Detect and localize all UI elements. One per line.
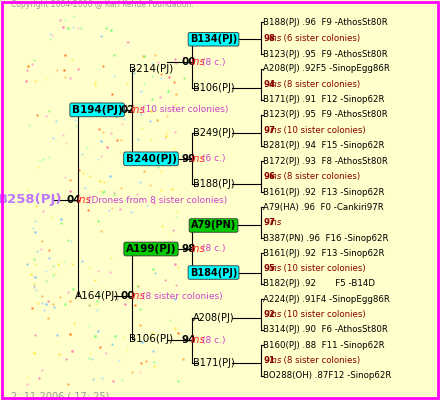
Text: (Drones from 8 sister colonies): (Drones from 8 sister colonies) [88,196,227,204]
Text: B214(PJ): B214(PJ) [129,64,173,74]
Text: B161(PJ) .92  F13 -Sinop62R: B161(PJ) .92 F13 -Sinop62R [263,188,385,197]
Text: A199(PJ): A199(PJ) [126,244,176,254]
Text: B106(PJ): B106(PJ) [193,83,235,93]
Text: B160(PJ) .88  F11 -Sinop62R: B160(PJ) .88 F11 -Sinop62R [263,340,385,350]
Text: 96: 96 [263,172,275,181]
Text: (8 sister colonies): (8 sister colonies) [278,356,360,365]
Text: B161(PJ) .92  F13 -Sinop62R: B161(PJ) .92 F13 -Sinop62R [263,249,385,258]
Text: 2- 11-2006 ( 17: 25): 2- 11-2006 ( 17: 25) [11,391,109,400]
Text: (8 sister colonies): (8 sister colonies) [278,172,360,181]
Text: (10 sister colonies): (10 sister colonies) [278,126,365,135]
Text: ins: ins [270,80,282,89]
Text: 02: 02 [121,105,136,115]
Text: 00: 00 [181,57,196,67]
Text: (8 c.): (8 c.) [202,244,225,254]
Text: (8 c.): (8 c.) [202,58,225,66]
Text: B172(PJ) .93  F8 -AthosSt80R: B172(PJ) .93 F8 -AthosSt80R [263,157,388,166]
Text: B281(PJ) .94  F15 -Sinop62R: B281(PJ) .94 F15 -Sinop62R [263,142,385,150]
Text: B134(PJ): B134(PJ) [190,34,237,44]
Text: B123(PJ) .95  F9 -AthosSt80R: B123(PJ) .95 F9 -AthosSt80R [263,50,388,59]
Text: B387(PN) .96  F16 -Sinop62R: B387(PN) .96 F16 -Sinop62R [263,234,389,242]
Text: B194(PJ): B194(PJ) [72,105,122,115]
Text: B188(PJ) .96  F9 -AthosSt80R: B188(PJ) .96 F9 -AthosSt80R [263,18,388,27]
Text: 91: 91 [263,356,275,365]
Text: ins: ins [130,105,145,115]
Text: ins: ins [191,154,205,164]
Text: A224(PJ) .91F4 -SinopEgg86R: A224(PJ) .91F4 -SinopEgg86R [263,295,390,304]
Text: ins: ins [191,335,205,345]
Text: B182(PJ) .92       F5 -B14D: B182(PJ) .92 F5 -B14D [263,279,375,288]
Text: (6 sister colonies): (6 sister colonies) [278,34,360,43]
Text: ins: ins [270,264,282,273]
Text: ins: ins [270,126,282,135]
Text: B123(PJ) .95  F9 -AthosSt80R: B123(PJ) .95 F9 -AthosSt80R [263,110,388,120]
Text: B249(PJ): B249(PJ) [193,128,235,138]
Text: 97: 97 [263,218,275,227]
Text: Copyright 2004-2006 @ Karl Kehde Foundation.: Copyright 2004-2006 @ Karl Kehde Foundat… [11,0,194,9]
Text: 94: 94 [181,335,196,345]
Text: 97: 97 [263,126,275,135]
Text: (10 sister colonies): (10 sister colonies) [278,310,365,319]
Text: 98: 98 [263,34,275,43]
Text: A164(PJ): A164(PJ) [75,291,119,301]
Text: (8 sister colonies): (8 sister colonies) [142,292,222,300]
Text: 95: 95 [263,264,275,273]
Text: ins: ins [270,356,282,365]
Text: (6 c.): (6 c.) [202,154,225,163]
Text: A79(HA) .96  F0 -Cankiri97R: A79(HA) .96 F0 -Cankiri97R [263,203,384,212]
Text: 04: 04 [67,195,81,205]
Text: 94: 94 [263,80,275,89]
Text: B171(PJ): B171(PJ) [193,358,235,368]
Text: ins: ins [77,195,91,205]
Text: 99: 99 [181,154,195,164]
Text: BO288(OH) .87F12 -Sinop62R: BO288(OH) .87F12 -Sinop62R [263,371,392,380]
Text: ins: ins [191,244,205,254]
Text: A208(PJ): A208(PJ) [193,313,235,322]
Text: ins: ins [270,218,282,227]
Text: 98: 98 [181,244,195,254]
Text: (8 c.): (8 c.) [202,336,225,345]
Text: B106(PJ): B106(PJ) [129,334,173,344]
Text: ins: ins [270,34,282,43]
Text: B240(PJ): B240(PJ) [125,154,176,164]
Text: (10 sister colonies): (10 sister colonies) [278,264,365,273]
Text: A208(PJ) .92F5 -SinopEgg86R: A208(PJ) .92F5 -SinopEgg86R [263,64,390,73]
Text: 92: 92 [263,310,275,319]
Text: (8 sister colonies): (8 sister colonies) [278,80,360,89]
Text: ins: ins [191,57,205,67]
Text: A79(PN): A79(PN) [191,220,236,230]
Text: B314(PJ) .90  F6 -AthosSt80R: B314(PJ) .90 F6 -AthosSt80R [263,325,388,334]
Text: ins: ins [270,310,282,319]
Text: 00: 00 [121,291,136,301]
Text: B184(PJ): B184(PJ) [190,268,237,278]
Text: ins: ins [270,172,282,181]
Text: B171(PJ) .91  F12 -Sinop62R: B171(PJ) .91 F12 -Sinop62R [263,95,385,104]
Text: (10 sister colonies): (10 sister colonies) [142,105,228,114]
Text: B188(PJ): B188(PJ) [193,179,235,189]
Text: B258(PJ): B258(PJ) [0,194,62,206]
Text: ins: ins [130,291,145,301]
